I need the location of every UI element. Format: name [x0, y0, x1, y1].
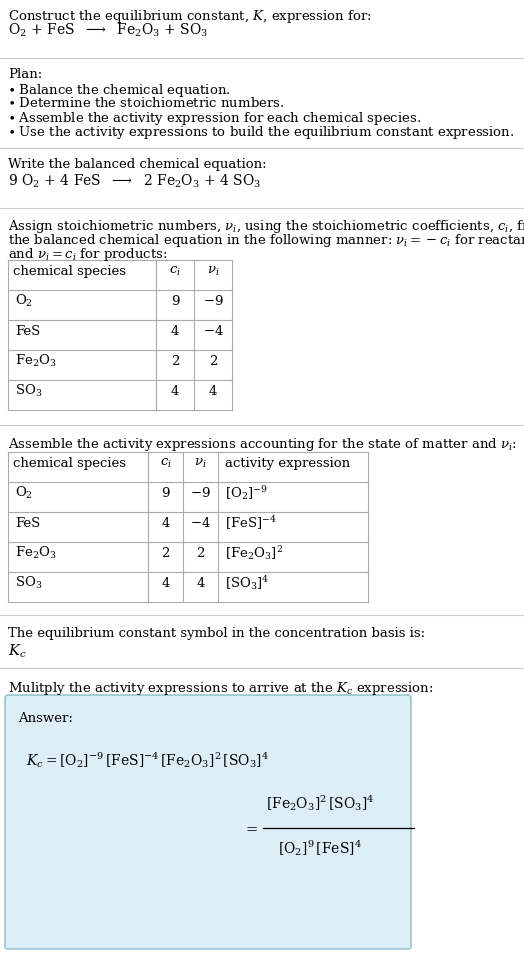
Text: $\bullet$ Use the activity expressions to build the equilibrium constant express: $\bullet$ Use the activity expressions t… — [8, 124, 515, 141]
Text: $-4$: $-4$ — [203, 325, 223, 338]
Text: $\mathrm{Fe_2O_3}$: $\mathrm{Fe_2O_3}$ — [15, 545, 57, 561]
FancyBboxPatch shape — [5, 695, 411, 949]
Text: $[\mathrm{FeS}]^{-4}$: $[\mathrm{FeS}]^{-4}$ — [225, 514, 277, 532]
Text: 4: 4 — [171, 385, 179, 398]
Text: The equilibrium constant symbol in the concentration basis is:: The equilibrium constant symbol in the c… — [8, 627, 425, 640]
Text: 2: 2 — [196, 547, 205, 560]
Text: FeS: FeS — [15, 325, 40, 338]
Text: chemical species: chemical species — [13, 265, 126, 278]
Text: $K_c = [\mathrm{O_2}]^{-9}\,[\mathrm{FeS}]^{-4}\,[\mathrm{Fe_2O_3}]^{2}\,[\mathr: $K_c = [\mathrm{O_2}]^{-9}\,[\mathrm{FeS… — [26, 750, 269, 770]
Text: $c_i$: $c_i$ — [169, 265, 181, 278]
Text: 4: 4 — [209, 385, 217, 398]
Text: FeS: FeS — [15, 517, 40, 530]
Text: 2: 2 — [161, 547, 170, 560]
Text: $\mathrm{O_2}$: $\mathrm{O_2}$ — [15, 485, 33, 502]
Text: $[\mathrm{O_2}]^{-9}$: $[\mathrm{O_2}]^{-9}$ — [225, 484, 268, 503]
Text: $\bullet$ Assemble the activity expression for each chemical species.: $\bullet$ Assemble the activity expressi… — [8, 110, 421, 127]
Text: $=$: $=$ — [243, 821, 259, 835]
Text: $[\mathrm{Fe_2O_3}]^{2}$: $[\mathrm{Fe_2O_3}]^{2}$ — [225, 544, 283, 562]
Text: 2: 2 — [209, 355, 217, 368]
Text: and $\nu_i = c_i$ for products:: and $\nu_i = c_i$ for products: — [8, 246, 168, 263]
Text: Write the balanced chemical equation:: Write the balanced chemical equation: — [8, 158, 267, 171]
Text: 4: 4 — [161, 577, 170, 590]
Text: $c_i$: $c_i$ — [159, 456, 171, 470]
Text: chemical species: chemical species — [13, 456, 126, 470]
Text: 4: 4 — [161, 517, 170, 530]
Text: $[\mathrm{SO_3}]^{4}$: $[\mathrm{SO_3}]^{4}$ — [225, 575, 269, 592]
Text: $[\mathrm{Fe_2O_3}]^{2}\,[\mathrm{SO_3}]^{4}$: $[\mathrm{Fe_2O_3}]^{2}\,[\mathrm{SO_3}]… — [266, 793, 375, 813]
Text: 9: 9 — [171, 295, 179, 308]
Text: 9: 9 — [161, 487, 170, 500]
Text: $-9$: $-9$ — [190, 486, 211, 501]
Text: $\mathrm{O_2}$ + FeS  $\longrightarrow$  $\mathrm{Fe_2O_3}$ + $\mathrm{SO_3}$: $\mathrm{O_2}$ + FeS $\longrightarrow$ $… — [8, 22, 209, 39]
Text: $-9$: $-9$ — [203, 294, 223, 308]
Text: 4: 4 — [171, 325, 179, 338]
Text: $-4$: $-4$ — [190, 516, 211, 530]
Text: $\mathrm{Fe_2O_3}$: $\mathrm{Fe_2O_3}$ — [15, 354, 57, 369]
Text: $\mathrm{SO_3}$: $\mathrm{SO_3}$ — [15, 576, 42, 591]
Text: $K_c$: $K_c$ — [8, 643, 27, 660]
Text: Assemble the activity expressions accounting for the state of matter and $\nu_i$: Assemble the activity expressions accoun… — [8, 436, 517, 453]
Text: $\mathrm{SO_3}$: $\mathrm{SO_3}$ — [15, 383, 42, 400]
Text: Mulitply the activity expressions to arrive at the $K_c$ expression:: Mulitply the activity expressions to arr… — [8, 680, 433, 697]
Text: 9 $\mathrm{O_2}$ + 4 FeS  $\longrightarrow$  2 $\mathrm{Fe_2O_3}$ + 4 $\mathrm{S: 9 $\mathrm{O_2}$ + 4 FeS $\longrightarro… — [8, 173, 261, 190]
Text: Construct the equilibrium constant, $K$, expression for:: Construct the equilibrium constant, $K$,… — [8, 8, 372, 25]
Text: 2: 2 — [171, 355, 179, 368]
Text: Assign stoichiometric numbers, $\nu_i$, using the stoichiometric coefficients, $: Assign stoichiometric numbers, $\nu_i$, … — [8, 218, 524, 235]
Text: $\mathrm{O_2}$: $\mathrm{O_2}$ — [15, 293, 33, 309]
Text: Plan:: Plan: — [8, 68, 42, 81]
Text: 4: 4 — [196, 577, 205, 590]
Text: the balanced chemical equation in the following manner: $\nu_i = -c_i$ for react: the balanced chemical equation in the fo… — [8, 232, 524, 249]
Text: $\nu_i$: $\nu_i$ — [207, 265, 219, 278]
Text: $[\mathrm{O_2}]^{9}\,[\mathrm{FeS}]^{4}$: $[\mathrm{O_2}]^{9}\,[\mathrm{FeS}]^{4}$ — [278, 838, 362, 858]
Text: $\bullet$ Balance the chemical equation.: $\bullet$ Balance the chemical equation. — [8, 82, 231, 99]
Text: $\nu_i$: $\nu_i$ — [194, 456, 207, 470]
Text: activity expression: activity expression — [225, 456, 350, 470]
Text: $\bullet$ Determine the stoichiometric numbers.: $\bullet$ Determine the stoichiometric n… — [8, 96, 285, 110]
Text: Answer:: Answer: — [18, 712, 73, 725]
